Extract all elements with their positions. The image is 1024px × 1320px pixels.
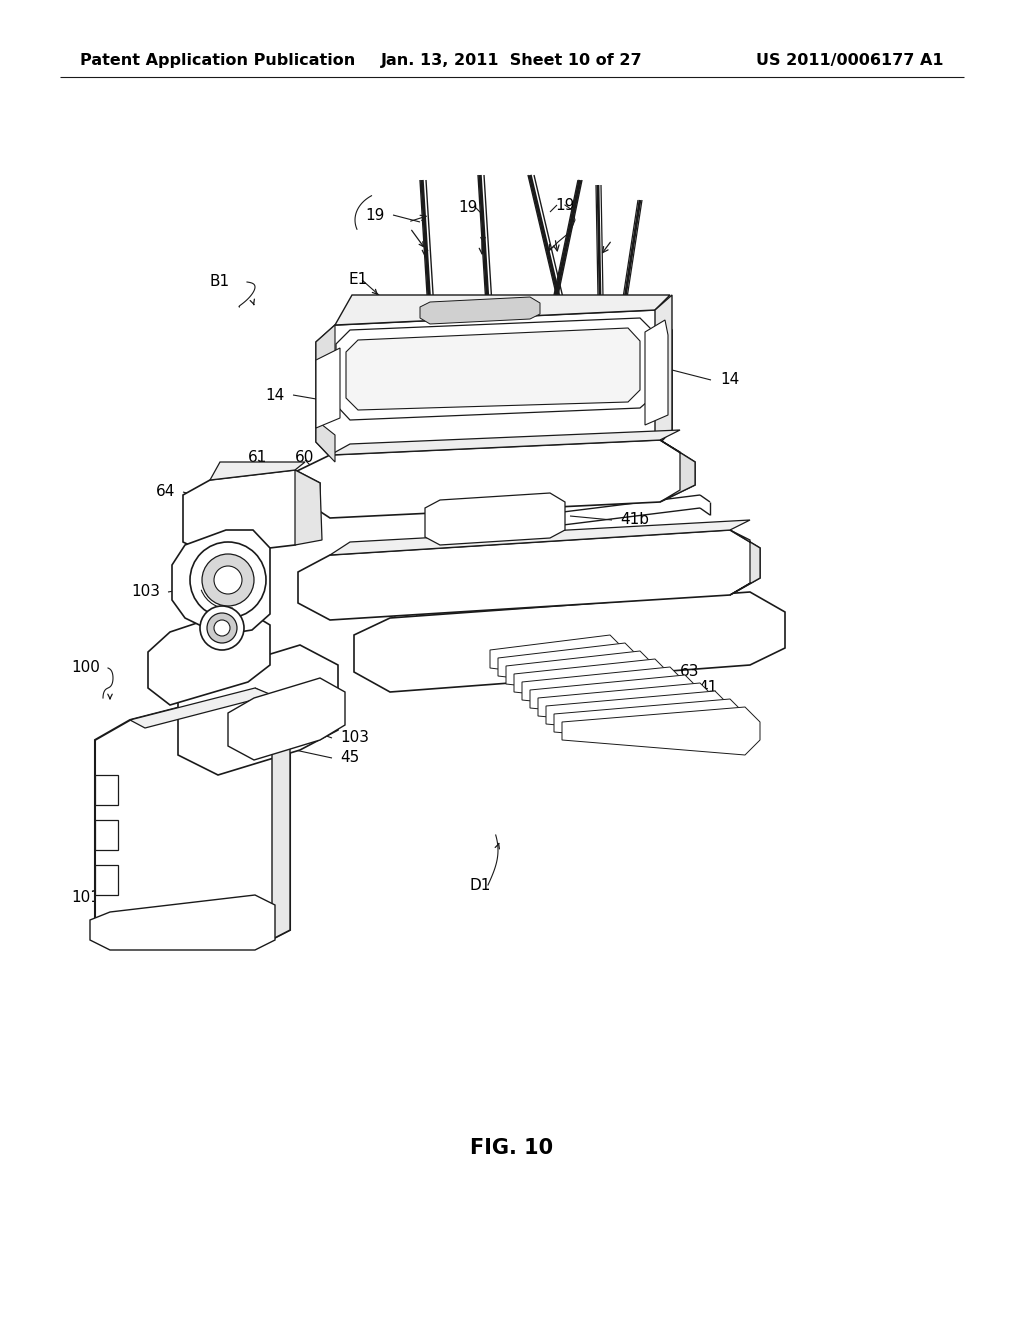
Text: 41b: 41b [620, 512, 649, 528]
Text: US 2011/0006177 A1: US 2011/0006177 A1 [757, 53, 944, 67]
Polygon shape [336, 318, 655, 420]
Polygon shape [335, 294, 670, 325]
Text: 60: 60 [295, 450, 314, 466]
Text: 61: 61 [248, 450, 267, 466]
Text: 19: 19 [555, 198, 574, 213]
Polygon shape [148, 609, 270, 705]
Polygon shape [95, 820, 118, 850]
Polygon shape [425, 492, 565, 545]
Circle shape [207, 612, 237, 643]
Polygon shape [130, 688, 272, 729]
Text: 19: 19 [366, 207, 385, 223]
Polygon shape [95, 865, 118, 895]
Text: Patent Application Publication: Patent Application Publication [80, 53, 355, 67]
Text: Jan. 13, 2011  Sheet 10 of 27: Jan. 13, 2011 Sheet 10 of 27 [381, 53, 643, 67]
Text: D1: D1 [469, 878, 490, 892]
Text: 63: 63 [680, 664, 699, 680]
Text: 103: 103 [131, 585, 160, 599]
Text: 50: 50 [622, 548, 641, 562]
Polygon shape [522, 667, 685, 715]
Polygon shape [316, 310, 672, 462]
Text: 45: 45 [622, 574, 641, 590]
Circle shape [214, 566, 242, 594]
Polygon shape [506, 651, 655, 700]
Polygon shape [95, 775, 118, 805]
Text: 51: 51 [622, 532, 641, 548]
Circle shape [200, 606, 244, 649]
Polygon shape [660, 440, 695, 502]
Text: FIG. 10: FIG. 10 [470, 1138, 554, 1158]
Text: 41: 41 [698, 681, 717, 696]
Polygon shape [538, 682, 715, 731]
Text: 19: 19 [459, 199, 477, 214]
Polygon shape [295, 470, 322, 545]
Text: 14: 14 [720, 372, 739, 388]
Polygon shape [316, 348, 340, 428]
Polygon shape [346, 327, 640, 411]
Polygon shape [183, 470, 319, 554]
Polygon shape [730, 531, 760, 595]
Polygon shape [562, 708, 760, 755]
Polygon shape [330, 430, 680, 455]
Polygon shape [330, 520, 750, 554]
Polygon shape [420, 297, 540, 323]
Polygon shape [298, 531, 760, 620]
Polygon shape [95, 688, 290, 948]
Polygon shape [645, 319, 668, 425]
Text: 60b: 60b [698, 697, 727, 713]
Polygon shape [554, 700, 745, 747]
Polygon shape [172, 531, 270, 635]
Circle shape [214, 620, 230, 636]
Text: B1: B1 [210, 275, 230, 289]
Polygon shape [90, 895, 275, 950]
Polygon shape [210, 462, 305, 480]
Text: 50: 50 [362, 454, 381, 470]
Polygon shape [178, 645, 338, 775]
Polygon shape [655, 294, 672, 447]
Text: 14: 14 [266, 388, 285, 403]
Polygon shape [490, 635, 625, 682]
Polygon shape [546, 690, 730, 739]
Polygon shape [295, 440, 695, 517]
Circle shape [202, 554, 254, 606]
Polygon shape [228, 678, 345, 760]
Text: 101: 101 [71, 891, 100, 906]
Text: 64: 64 [156, 484, 175, 499]
Polygon shape [316, 420, 335, 462]
Polygon shape [530, 675, 700, 723]
Text: 103: 103 [340, 730, 369, 746]
Text: 66: 66 [622, 561, 641, 576]
Text: 40: 40 [635, 479, 654, 494]
Text: 41a: 41a [400, 465, 429, 479]
Text: E1: E1 [348, 272, 368, 288]
Polygon shape [316, 325, 335, 370]
Polygon shape [354, 591, 785, 692]
Polygon shape [514, 659, 670, 708]
Text: 100: 100 [71, 660, 100, 676]
Text: 45: 45 [340, 751, 359, 766]
Circle shape [190, 543, 266, 618]
Polygon shape [498, 643, 640, 690]
Polygon shape [255, 688, 290, 948]
